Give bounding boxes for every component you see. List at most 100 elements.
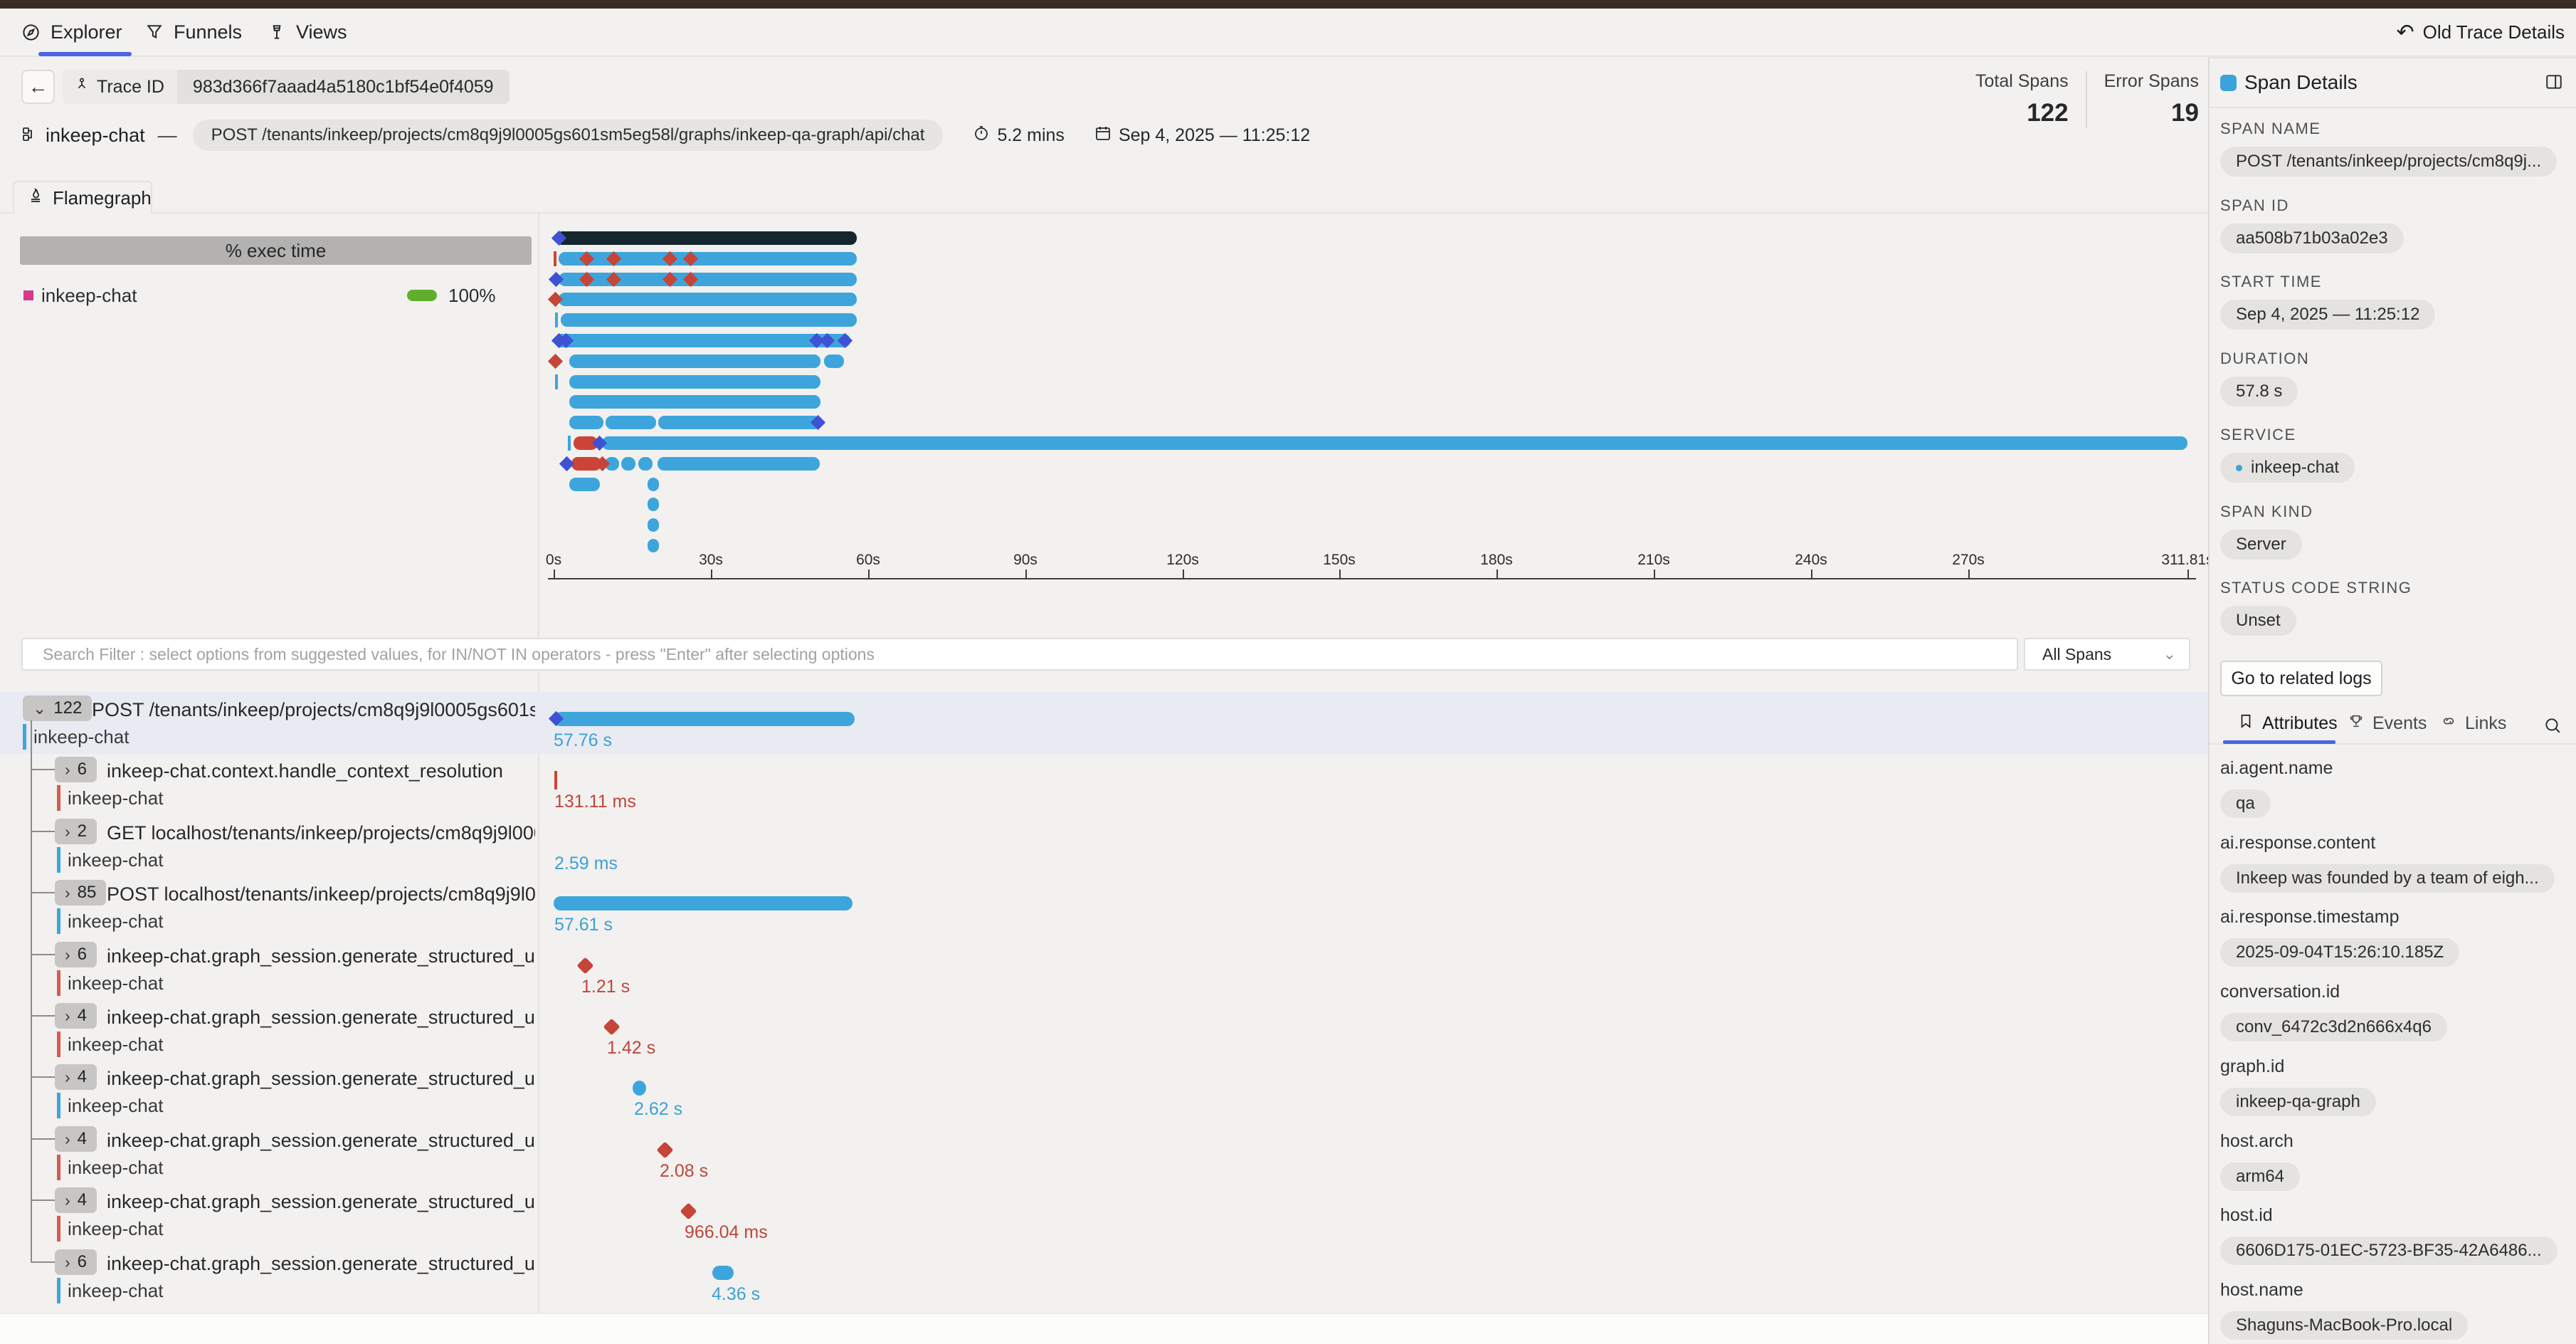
flamegraph-span-bar[interactable] xyxy=(648,478,659,491)
flamegraph-span-bar[interactable] xyxy=(602,436,2187,450)
field-value-pill[interactable]: Server xyxy=(2220,530,2302,560)
field-value-pill[interactable]: Unset xyxy=(2220,606,2296,636)
field-value-pill[interactable]: 57.8 s xyxy=(2220,377,2298,406)
attribute-value-pill[interactable]: qa xyxy=(2220,789,2271,818)
span-name[interactable]: POST /tenants/inkeep/projects/cm8q9j9l00… xyxy=(92,699,535,720)
field-value-pill[interactable]: inkeep-chat xyxy=(2220,453,2355,483)
span-toggle-badge[interactable]: ⌄ 122 xyxy=(23,695,93,721)
flamegraph-span-bar[interactable] xyxy=(569,375,820,389)
span-duration-tick[interactable] xyxy=(554,771,557,789)
flamegraph-span-bar[interactable] xyxy=(571,457,601,471)
span-duration-dot[interactable] xyxy=(633,1081,646,1096)
search-filter-input[interactable] xyxy=(21,638,2018,671)
tab-events[interactable]: Events xyxy=(2348,713,2427,734)
span-count: 4 xyxy=(77,1006,88,1025)
flamegraph-span-bar[interactable] xyxy=(658,416,820,429)
span-toggle-badge[interactable]: › 2 xyxy=(55,819,97,844)
span-duration-diamond[interactable] xyxy=(603,1018,621,1036)
flamegraph-span-bar[interactable] xyxy=(559,273,857,286)
span-duration-diamond[interactable] xyxy=(680,1202,697,1220)
legend-row-inkeep-chat[interactable]: inkeep-chat 100% xyxy=(23,285,522,306)
span-name[interactable]: POST localhost/tenants/inkeep/projects/c… xyxy=(107,883,535,905)
span-scope-dropdown[interactable]: All Spans ⌄ xyxy=(2024,638,2190,671)
flamegraph-span-bar[interactable] xyxy=(621,457,635,471)
span-toggle-badge[interactable]: › 4 xyxy=(55,1126,97,1152)
flamegraph-span-bar[interactable] xyxy=(606,416,656,429)
total-spans-value: 122 xyxy=(2027,99,2069,127)
go-to-related-logs-button[interactable]: Go to related logs xyxy=(2220,661,2382,696)
flamegraph-span-bar[interactable] xyxy=(559,293,857,306)
flamegraph-span-bar[interactable] xyxy=(561,313,857,327)
flamegraph-span-bar[interactable] xyxy=(574,436,598,450)
span-duration-bar[interactable] xyxy=(554,896,852,910)
time-axis-label: 120s xyxy=(1166,552,1199,568)
span-toggle-badge[interactable]: › 6 xyxy=(55,757,97,782)
attribute-value-pill[interactable]: 6606D175-01EC-5723-BF35-42A6486... xyxy=(2220,1237,2557,1265)
trace-summary-row: inkeep-chat — POST /tenants/inkeep/proje… xyxy=(21,118,1310,152)
span-tick-marker[interactable] xyxy=(568,436,571,451)
span-duration-diamond[interactable] xyxy=(656,1141,674,1159)
span-name[interactable]: inkeep-chat.graph_session.generate_struc… xyxy=(107,1130,535,1151)
field-value-pill[interactable]: Sep 4, 2025 — 11:25:12 xyxy=(2220,300,2436,330)
trace-id-chip[interactable]: Trace ID 983d366f7aaad4a5180c1bf54e0f405… xyxy=(63,70,510,104)
flamegraph-span-bar[interactable] xyxy=(605,457,619,471)
flamegraph-span-bar[interactable] xyxy=(648,518,659,532)
attribute-value-pill[interactable]: conv_6472c3d2n666x4q6 xyxy=(2220,1013,2447,1041)
span-name[interactable]: GET localhost/tenants/inkeep/projects/cm… xyxy=(107,822,535,844)
span-name[interactable]: inkeep-chat.graph_session.generate_struc… xyxy=(107,945,535,967)
field-value-pill[interactable]: aa508b71b03a02e3 xyxy=(2220,224,2404,253)
flamegraph-span-bar[interactable] xyxy=(569,478,600,491)
flamegraph-span-bar[interactable] xyxy=(824,355,844,368)
flamegraph-span-bar[interactable] xyxy=(638,457,653,471)
span-name[interactable]: inkeep-chat.graph_session.generate_struc… xyxy=(107,1253,535,1274)
tab-links[interactable]: Links xyxy=(2441,713,2506,734)
tab-funnels[interactable]: Funnels xyxy=(145,9,242,56)
field-value-pill[interactable]: POST /tenants/inkeep/projects/cm8q9j... xyxy=(2220,147,2557,177)
search-icon[interactable] xyxy=(2543,716,2562,738)
attribute-value-pill[interactable]: Shaguns-MacBook-Pro.local xyxy=(2220,1311,2469,1340)
span-duration-bar[interactable] xyxy=(554,712,855,726)
tab-explorer[interactable]: Explorer xyxy=(21,9,132,56)
span-name[interactable]: inkeep-chat.context.handle_context_resol… xyxy=(107,760,503,782)
span-toggle-badge[interactable]: › 85 xyxy=(55,880,107,905)
flamegraph-span-bar[interactable] xyxy=(556,231,857,245)
panel-split-icon[interactable] xyxy=(2545,73,2563,95)
event-diamond-marker[interactable] xyxy=(559,456,575,472)
endpoint-pill[interactable]: POST /tenants/inkeep/projects/cm8q9j9l00… xyxy=(192,120,944,151)
span-toggle-badge[interactable]: › 6 xyxy=(55,942,97,967)
attribute-value-pill[interactable]: inkeep-qa-graph xyxy=(2220,1088,2376,1116)
span-toggle-badge[interactable]: › 4 xyxy=(55,1003,97,1029)
span-toggle-badge[interactable]: › 4 xyxy=(55,1187,97,1213)
span-toggle-badge[interactable]: › 6 xyxy=(55,1249,97,1275)
old-trace-details-button[interactable]: ↶ Old Trace Details xyxy=(2396,9,2565,56)
span-toggle-badge[interactable]: › 4 xyxy=(55,1064,97,1090)
chevron-icon: › xyxy=(65,945,70,964)
flamegraph-span-bar[interactable] xyxy=(648,498,659,511)
time-axis-label: 0s xyxy=(545,552,562,568)
flamegraph-span-bar[interactable] xyxy=(569,416,603,429)
span-name[interactable]: inkeep-chat.graph_session.generate_struc… xyxy=(107,1007,535,1028)
span-name[interactable]: inkeep-chat.graph_session.generate_struc… xyxy=(107,1191,535,1212)
tab-views[interactable]: Views xyxy=(268,9,347,56)
error-diamond-marker[interactable] xyxy=(547,353,564,369)
attribute-value-pill[interactable]: Inkeep was founded by a team of eigh... xyxy=(2220,864,2555,893)
exec-time-header[interactable]: % exec time xyxy=(20,236,532,265)
span-duration-diamond[interactable] xyxy=(576,957,594,975)
tab-flamegraph[interactable]: Flamegraph xyxy=(13,181,152,214)
service-icon xyxy=(21,125,38,146)
back-button[interactable]: ← xyxy=(21,70,55,104)
error-tick-marker[interactable] xyxy=(554,251,556,266)
flamegraph-span-bar[interactable] xyxy=(569,355,820,368)
span-tick-marker[interactable] xyxy=(555,313,558,327)
span-tick-marker[interactable] xyxy=(555,374,558,389)
flamegraph-span-bar[interactable] xyxy=(569,395,820,409)
attribute-value-pill[interactable]: 2025-09-04T15:26:10.185Z xyxy=(2220,938,2460,967)
tab-attributes[interactable]: Attributes xyxy=(2238,713,2338,734)
span-duration-pill[interactable] xyxy=(712,1266,734,1280)
flamegraph-span-bar[interactable] xyxy=(648,539,659,552)
attribute-value-pill[interactable]: arm64 xyxy=(2220,1162,2301,1191)
span-name[interactable]: inkeep-chat.graph_session.generate_struc… xyxy=(107,1068,535,1089)
flamegraph-span-bar[interactable] xyxy=(559,252,857,266)
flamegraph-span-bar[interactable] xyxy=(658,457,820,471)
flamegraph-span-bar[interactable] xyxy=(555,334,850,347)
